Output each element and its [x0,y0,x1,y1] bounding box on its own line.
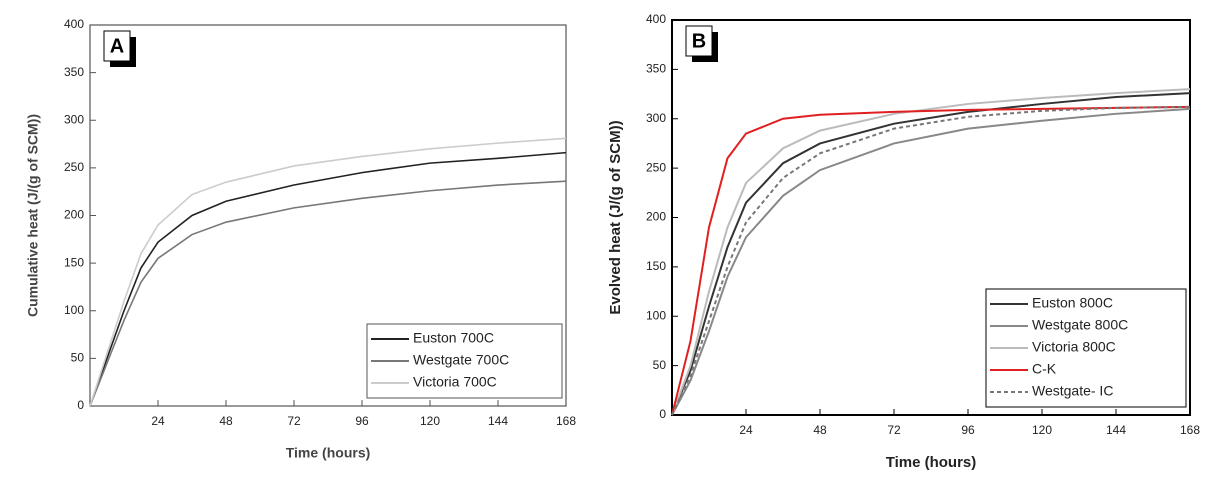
x-tick-label: 168 [556,414,576,428]
y-tick-label: 400 [646,12,666,26]
x-tick-label: 48 [813,423,827,437]
series-line [89,180,567,407]
y-tick-label: 100 [64,303,84,317]
y-axis-label: Cumulative heat (J/(g of SCM)) [25,114,41,317]
x-axis-label: Time (hours) [886,454,977,471]
y-tick-label: 350 [646,62,666,76]
x-tick-label: 120 [420,414,440,428]
series-line [89,151,567,407]
x-tick-label: 96 [355,414,369,428]
x-tick-label: 96 [961,423,975,437]
y-tick-label: 0 [659,407,666,421]
legend-label: Westgate 800C [1032,317,1128,333]
y-axis-label: Evolved heat (J/(g of SCM)) [607,120,624,314]
series-line [89,137,567,407]
x-tick-label: 24 [739,423,753,437]
y-tick-label: 350 [64,65,84,79]
panel-label: A [110,35,124,57]
y-tick-label: 150 [64,255,84,269]
panel-label-box [103,30,131,62]
legend-label: Westgate 700C [413,352,509,368]
legend-label: Westgate- IC [1032,383,1113,399]
y-tick-label: 200 [64,208,84,222]
x-tick-label: 144 [488,414,508,428]
y-tick-label: 300 [64,112,84,126]
x-tick-label: 144 [1106,423,1126,437]
legend-label: Euston 700C [413,330,494,346]
y-tick-label: 150 [646,259,666,273]
y-tick-label: 250 [64,160,84,174]
series-line [671,105,1191,416]
x-tick-label: 72 [887,423,901,437]
x-tick-label: 120 [1032,423,1052,437]
series-line [671,107,1191,416]
x-axis-label: Time (hours) [286,445,371,461]
series-line [671,92,1191,416]
x-tick-label: 72 [287,414,301,428]
x-tick-label: 168 [1180,423,1200,437]
y-tick-label: 50 [71,351,85,365]
panel-label-box [685,25,713,57]
y-tick-label: 200 [646,210,666,224]
legend-label: Victoria 700C [413,374,497,390]
y-tick-label: 50 [653,358,667,372]
y-tick-label: 400 [64,17,84,31]
series-line [671,88,1191,416]
y-tick-label: 250 [646,160,666,174]
panel-label: B [692,30,706,52]
legend-label: Euston 800C [1032,295,1113,311]
legend-label: Victoria 800C [1032,339,1116,355]
x-tick-label: 48 [219,414,233,428]
y-tick-label: 0 [77,398,84,412]
series-line [671,105,1191,416]
y-tick-label: 100 [646,308,666,322]
x-tick-label: 24 [151,414,165,428]
legend-label: C-K [1032,361,1057,377]
y-tick-label: 300 [646,111,666,125]
